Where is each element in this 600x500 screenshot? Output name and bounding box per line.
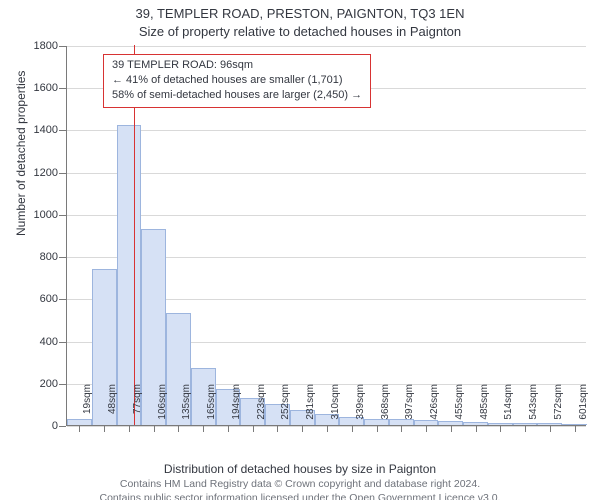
x-tick [525, 426, 526, 432]
x-tick-label: 135sqm [181, 384, 192, 434]
y-tick-label: 1600 [8, 82, 58, 94]
x-tick-label: 601sqm [578, 384, 589, 434]
x-tick [451, 426, 452, 432]
x-tick-label: 310sqm [330, 384, 341, 434]
x-tick-label: 19sqm [82, 384, 93, 434]
x-tick [277, 426, 278, 432]
y-tick [59, 257, 66, 258]
x-tick [178, 426, 179, 432]
x-tick-label: 339sqm [355, 384, 366, 434]
x-axis-title: Distribution of detached houses by size … [0, 462, 600, 476]
x-tick [104, 426, 105, 432]
x-tick [203, 426, 204, 432]
x-tick [550, 426, 551, 432]
y-tick-label: 1000 [8, 209, 58, 221]
y-tick-label: 0 [8, 420, 58, 432]
x-tick-label: 514sqm [503, 384, 514, 434]
x-tick-label: 543sqm [528, 384, 539, 434]
footer-attribution: Contains HM Land Registry data © Crown c… [0, 478, 600, 500]
y-tick [59, 426, 66, 427]
x-tick [426, 426, 427, 432]
y-tick-label: 1400 [8, 124, 58, 136]
x-tick [253, 426, 254, 432]
gridline [67, 173, 586, 174]
chart-title-main: 39, TEMPLER ROAD, PRESTON, PAIGNTON, TQ3… [0, 6, 600, 21]
x-tick-label: 106sqm [157, 384, 168, 434]
annotation-line2: ← 41% of detached houses are smaller (1,… [112, 73, 362, 88]
x-tick-label: 77sqm [132, 384, 143, 434]
x-tick-label: 165sqm [206, 384, 217, 434]
annotation-line3: 58% of semi-detached houses are larger (… [112, 88, 362, 103]
x-tick-label: 455sqm [454, 384, 465, 434]
y-tick [59, 384, 66, 385]
x-tick [575, 426, 576, 432]
footer-line2: Contains public sector information licen… [100, 492, 501, 500]
y-tick-label: 800 [8, 251, 58, 263]
chart-title-sub: Size of property relative to detached ho… [0, 24, 600, 39]
x-tick-label: 48sqm [107, 384, 118, 434]
plot-area: 39 TEMPLER ROAD: 96sqm← 41% of detached … [66, 46, 586, 426]
x-tick-label: 572sqm [553, 384, 564, 434]
y-tick-label: 200 [8, 378, 58, 390]
y-tick [59, 88, 66, 89]
x-tick [129, 426, 130, 432]
y-tick [59, 130, 66, 131]
x-tick [476, 426, 477, 432]
annotation-line1: 39 TEMPLER ROAD: 96sqm [112, 58, 362, 73]
gridline [67, 130, 586, 131]
x-tick-label: 281sqm [305, 384, 316, 434]
y-tick [59, 215, 66, 216]
x-tick-label: 223sqm [256, 384, 267, 434]
x-tick-label: 252sqm [280, 384, 291, 434]
gridline [67, 215, 586, 216]
x-tick [154, 426, 155, 432]
x-tick [500, 426, 501, 432]
y-tick [59, 46, 66, 47]
gridline [67, 46, 586, 47]
annotation-box: 39 TEMPLER ROAD: 96sqm← 41% of detached … [103, 54, 371, 108]
x-tick-label: 194sqm [231, 384, 242, 434]
y-tick-label: 1200 [8, 167, 58, 179]
x-tick-label: 426sqm [429, 384, 440, 434]
x-tick [352, 426, 353, 432]
x-tick [401, 426, 402, 432]
x-tick [79, 426, 80, 432]
x-tick-label: 368sqm [380, 384, 391, 434]
y-tick [59, 342, 66, 343]
x-tick-label: 485sqm [479, 384, 490, 434]
x-tick [302, 426, 303, 432]
x-tick [377, 426, 378, 432]
chart-container: 39, TEMPLER ROAD, PRESTON, PAIGNTON, TQ3… [0, 0, 600, 500]
y-tick-label: 400 [8, 336, 58, 348]
x-tick [327, 426, 328, 432]
y-tick [59, 299, 66, 300]
x-tick-label: 397sqm [404, 384, 415, 434]
footer-line1: Contains HM Land Registry data © Crown c… [120, 478, 480, 490]
y-tick-label: 600 [8, 293, 58, 305]
histogram-bar [117, 125, 142, 425]
y-tick [59, 173, 66, 174]
x-tick [228, 426, 229, 432]
y-tick-label: 1800 [8, 40, 58, 52]
